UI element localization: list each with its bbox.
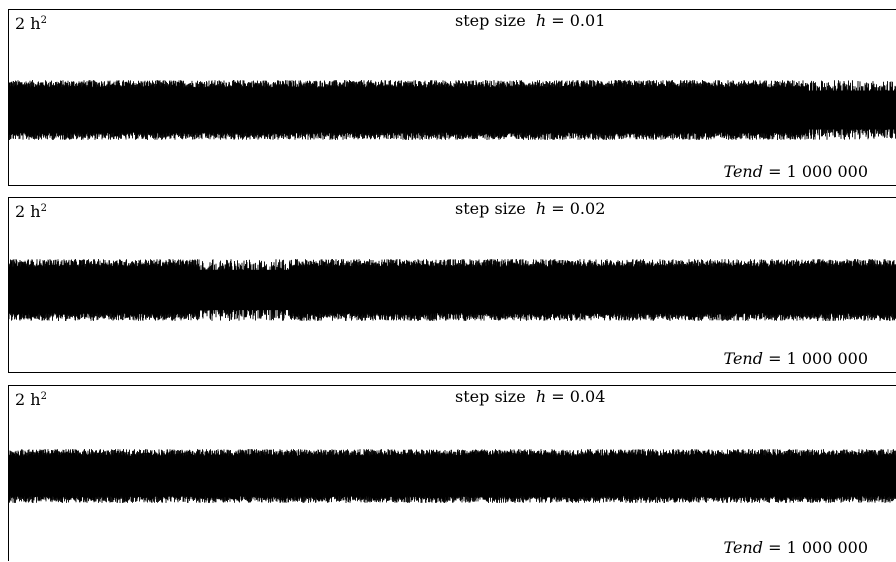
panel-title: step size h = 0.04 — [455, 387, 606, 406]
tend-annotation: Tend = 1 000 000 — [723, 349, 868, 368]
error-band-core — [9, 90, 896, 130]
panel-h-002: 2 h2 step size h = 0.02 Tend = 1 000 000 — [8, 197, 896, 373]
panel-h-004: 2 h2 step size h = 0.04 Tend = 1 000 000 — [8, 385, 896, 561]
panel-title: step size h = 0.02 — [455, 199, 606, 218]
error-band-core — [9, 458, 896, 494]
y-axis-label: 2 h2 — [15, 202, 47, 221]
panel-h-001: 2 h2 step size h = 0.01 Tend = 1 000 000 — [8, 9, 896, 186]
error-band-core — [9, 269, 896, 311]
y-axis-label: 2 h2 — [15, 390, 47, 409]
panel-title: step size h = 0.01 — [455, 11, 606, 30]
trace-svg — [9, 448, 896, 504]
trace-svg — [9, 258, 896, 322]
tend-annotation: Tend = 1 000 000 — [723, 162, 868, 181]
trace-svg — [9, 79, 896, 141]
y-axis-label: 2 h2 — [15, 14, 47, 33]
tend-annotation: Tend = 1 000 000 — [723, 538, 868, 557]
